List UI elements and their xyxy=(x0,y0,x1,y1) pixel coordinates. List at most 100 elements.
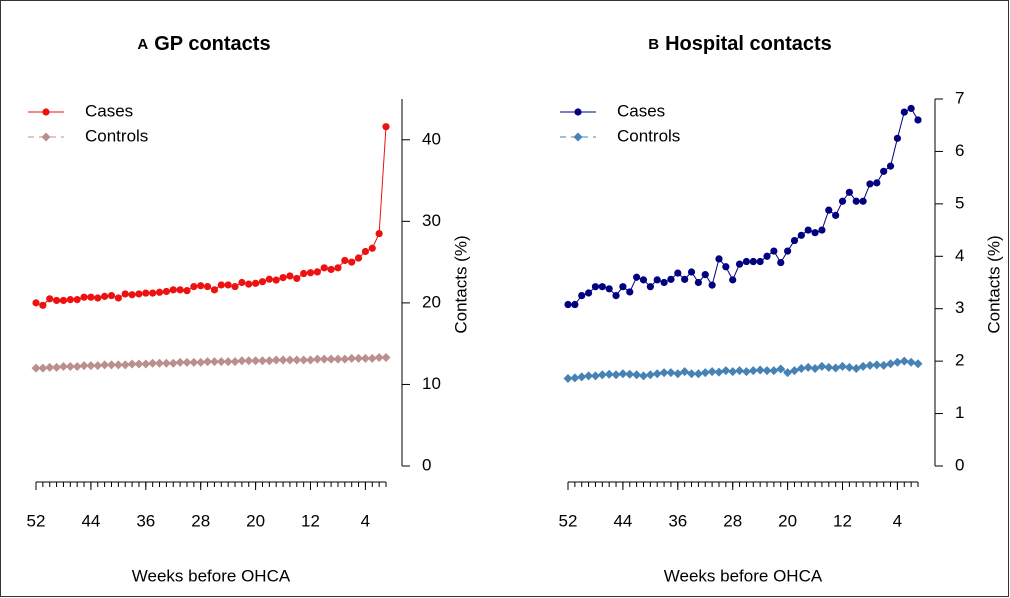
x-tick-label: 20 xyxy=(778,511,797,530)
data-point xyxy=(252,279,260,287)
data-point xyxy=(803,362,813,372)
x-tick-label: 36 xyxy=(136,511,155,530)
legend-marker xyxy=(574,108,582,116)
data-point xyxy=(217,281,225,289)
data-point xyxy=(278,355,288,365)
data-point xyxy=(811,229,819,237)
data-point xyxy=(893,134,902,142)
data-point xyxy=(646,283,654,291)
data-point xyxy=(265,275,273,283)
data-point xyxy=(72,362,82,372)
x-tick-label: 52 xyxy=(559,511,578,530)
y-tick-label: 6 xyxy=(955,141,964,160)
data-point xyxy=(722,263,730,271)
y-axis-label: Contacts (%) xyxy=(451,235,470,333)
data-point xyxy=(135,290,143,298)
data-point xyxy=(326,354,336,364)
data-point xyxy=(149,289,157,297)
chart-title: B Hospital contacts xyxy=(648,33,832,55)
y-tick-label: 2 xyxy=(955,351,964,370)
data-point xyxy=(224,281,232,289)
data-point xyxy=(87,293,95,301)
title-text: Hospital contacts xyxy=(665,33,832,55)
data-point xyxy=(79,361,89,371)
data-point xyxy=(591,283,600,291)
data-point xyxy=(148,358,158,368)
data-point xyxy=(838,361,848,371)
data-point xyxy=(721,366,731,376)
data-point xyxy=(633,273,641,281)
data-point xyxy=(161,358,171,368)
data-point xyxy=(101,292,109,300)
data-point xyxy=(818,226,826,234)
data-point xyxy=(279,274,287,282)
data-point xyxy=(169,286,177,294)
data-point xyxy=(106,360,116,370)
x-tick-label: 4 xyxy=(893,511,902,530)
data-point xyxy=(563,373,573,383)
data-point xyxy=(319,354,329,364)
data-point xyxy=(652,369,662,379)
data-point xyxy=(360,353,370,363)
data-point xyxy=(564,300,572,309)
data-point xyxy=(285,355,295,365)
data-point xyxy=(306,269,315,277)
data-point xyxy=(687,369,697,379)
data-point xyxy=(844,362,854,372)
data-point xyxy=(789,366,799,376)
data-point xyxy=(674,269,682,277)
x-tick-label: 44 xyxy=(613,511,632,530)
data-point xyxy=(347,353,357,363)
data-point xyxy=(251,356,261,366)
x-tick-label: 12 xyxy=(833,511,852,530)
data-point xyxy=(300,269,308,278)
data-point xyxy=(223,357,233,367)
data-point xyxy=(858,361,868,371)
data-point xyxy=(845,188,853,196)
data-point xyxy=(612,292,620,300)
data-point xyxy=(735,366,745,376)
data-point xyxy=(762,366,772,376)
data-point xyxy=(693,369,703,379)
legend-label: Cases xyxy=(85,101,133,120)
data-point xyxy=(694,278,702,287)
data-point xyxy=(334,264,342,272)
data-point xyxy=(659,368,669,378)
data-point xyxy=(320,264,328,272)
data-point xyxy=(361,247,370,256)
data-point xyxy=(257,356,267,366)
data-point xyxy=(340,354,350,364)
data-point xyxy=(605,285,613,293)
data-point xyxy=(231,282,239,291)
data-point xyxy=(313,268,321,276)
data-point xyxy=(907,104,915,113)
data-point xyxy=(306,355,316,365)
data-point xyxy=(237,356,247,366)
y-tick-label: 40 xyxy=(422,129,441,148)
legend-marker xyxy=(41,132,51,142)
data-point xyxy=(32,299,40,307)
data-point xyxy=(155,288,164,296)
data-point xyxy=(715,255,723,263)
data-point xyxy=(183,287,191,295)
data-point xyxy=(113,360,123,370)
data-point xyxy=(570,373,580,383)
data-point xyxy=(374,353,384,363)
y-tick-label: 0 xyxy=(422,455,431,474)
data-point xyxy=(182,357,192,367)
data-point xyxy=(755,365,765,375)
data-point xyxy=(367,353,377,363)
data-point xyxy=(375,229,383,238)
data-point xyxy=(162,287,170,296)
data-point xyxy=(333,354,343,364)
data-point xyxy=(114,294,122,302)
data-point xyxy=(666,368,676,378)
data-point xyxy=(701,271,709,279)
data-point xyxy=(299,355,309,365)
panel-label: A xyxy=(137,36,148,53)
data-point xyxy=(886,359,896,369)
data-point xyxy=(763,252,771,260)
data-point xyxy=(39,301,47,309)
data-point xyxy=(382,123,390,131)
data-point xyxy=(900,108,908,116)
